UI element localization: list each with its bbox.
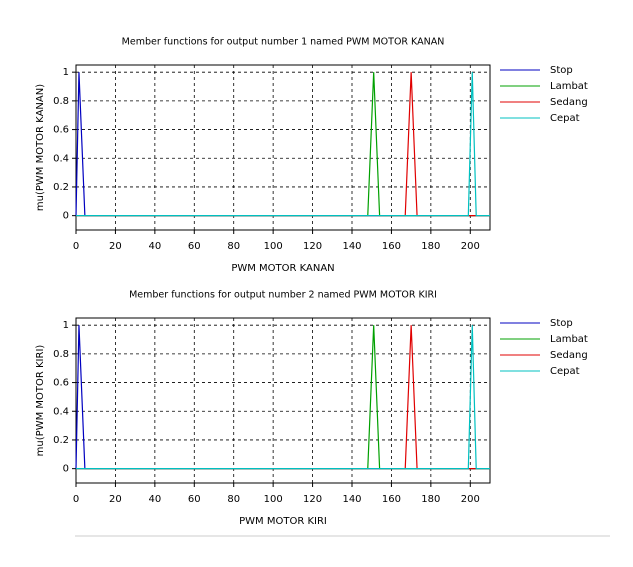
x-tick-label: 80 [227, 494, 240, 505]
legend-label: Cepat [550, 113, 580, 124]
x-tick-label: 40 [148, 494, 161, 505]
y-tick-label: 0.2 [53, 182, 69, 193]
line [76, 72, 490, 217]
y-tick-label: 0.4 [53, 406, 69, 417]
y-tick-label: 0.8 [53, 96, 69, 107]
x-tick-label: 180 [421, 241, 440, 252]
legend-label: Sedang [550, 97, 588, 108]
x-axis-label: PWM MOTOR KANAN [231, 263, 334, 274]
y-axis-label: mu(PWM MOTOR KIRI) [35, 345, 46, 457]
y-tick-label: 1 [63, 320, 69, 331]
legend-label: Stop [550, 318, 573, 329]
line [76, 325, 490, 470]
x-tick-label: 40 [148, 241, 161, 252]
x-tick-label: 20 [109, 494, 122, 505]
line [76, 72, 490, 217]
x-tick-label: 60 [188, 494, 201, 505]
x-tick-label: 140 [342, 241, 361, 252]
legend-label: Lambat [550, 81, 588, 92]
x-tick-label: 0 [73, 494, 79, 505]
y-tick-label: 0.2 [53, 435, 69, 446]
x-tick-label: 100 [264, 241, 283, 252]
line [76, 72, 490, 217]
x-tick-label: 120 [303, 494, 322, 505]
y-tick-label: 0.6 [53, 125, 69, 136]
plot-frame [75, 64, 491, 231]
legend-label: Lambat [550, 334, 588, 345]
x-tick-label: 60 [188, 241, 201, 252]
y-tick-label: 1 [63, 67, 69, 78]
x-tick-label: 120 [303, 241, 322, 252]
legend-label: Cepat [550, 366, 580, 377]
x-tick-label: 80 [227, 241, 240, 252]
chart-title: Member functions for output number 2 nam… [129, 290, 437, 301]
x-axis-label: PWM MOTOR KIRI [239, 516, 327, 527]
line [76, 325, 490, 470]
y-axis-label: mu(PWM MOTOR KANAN) [35, 84, 46, 211]
x-tick-label: 140 [342, 494, 361, 505]
x-tick-label: 180 [421, 494, 440, 505]
x-tick-label: 200 [461, 241, 480, 252]
x-tick-label: 0 [73, 241, 79, 252]
x-tick-label: 200 [461, 494, 480, 505]
y-tick-label: 0.4 [53, 153, 69, 164]
y-tick-label: 0 [63, 211, 69, 222]
legend-label: Sedang [550, 350, 588, 361]
legend-label: Stop [550, 65, 573, 76]
line [75, 325, 490, 470]
y-tick-label: 0 [63, 464, 69, 475]
chart-title: Member functions for output number 1 nam… [122, 37, 445, 48]
line [76, 325, 490, 470]
plot-frame [75, 317, 491, 484]
x-tick-label: 20 [109, 241, 122, 252]
line [75, 72, 490, 217]
x-tick-label: 100 [264, 494, 283, 505]
x-tick-label: 160 [382, 494, 401, 505]
y-tick-label: 0.8 [53, 349, 69, 360]
x-tick-label: 160 [382, 241, 401, 252]
y-tick-label: 0.6 [53, 378, 69, 389]
